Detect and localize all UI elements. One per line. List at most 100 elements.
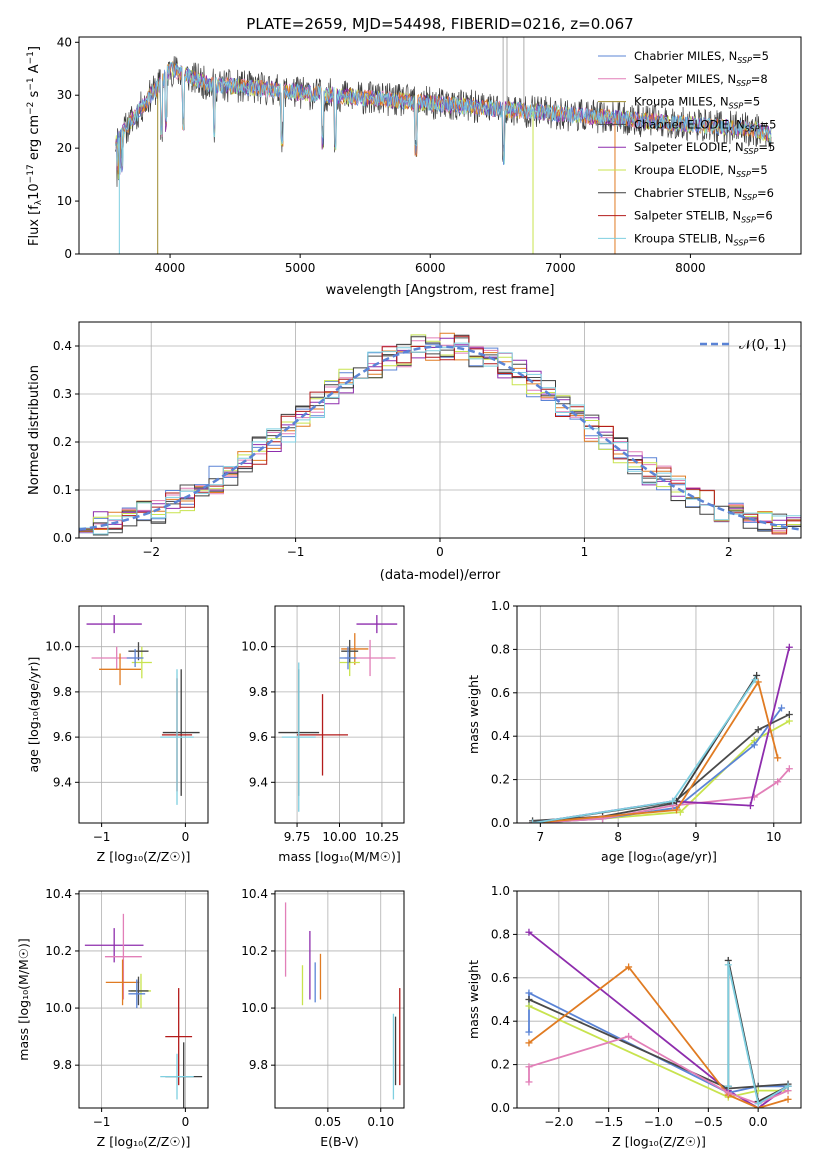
x-tick-label: 8 [614,830,622,844]
x-tick-label: 6000 [415,261,446,275]
error-cross [341,633,369,665]
error-cross [126,648,144,668]
y-tick-label: 20 [57,141,72,155]
plus-marker [525,1002,533,1010]
error-cross [160,1053,194,1100]
x-tick-label: 0 [182,830,190,844]
y-tick-label: 0.2 [53,435,72,449]
residual-histogram [79,335,801,535]
plus-marker [785,765,793,773]
error-cross [104,913,142,1000]
x-tick-label: 0 [436,545,444,559]
y-tick-label: 0.0 [491,1101,510,1115]
x-tick-label: 0.0 [749,1115,768,1129]
spectrum-model-line [115,63,772,173]
residual-histogram [79,342,801,535]
x-tick-label: 10.25 [365,830,399,844]
error-cross [297,694,348,776]
plus-marker [525,1063,533,1071]
error-cross [160,669,194,805]
y-tick-label: 0.4 [491,1014,510,1028]
error-cross [165,988,193,1086]
axes-frame [274,890,405,1109]
y-axis-label: mass weight [466,960,481,1039]
age-vs-metallicity-panel: −1 0 9.4 9.6 9.8 10.0 Z [log₁₀(Z/Z☉)] age [log₁… [26,605,209,864]
plus-marker [746,802,754,810]
y-tick-label: 10.4 [45,887,72,901]
y-tick-label: 0.2 [491,1058,510,1072]
legend-entry: Salpeter MILES, NSSP=8 [634,72,768,88]
error-cross [341,639,359,663]
plus-marker [724,1082,732,1090]
mass-vs-reddening-panel: 0.05 0.10 9.8 10.0 10.2 10.4 E(B-V) [241,887,405,1149]
plus-marker [754,1100,762,1108]
plot-area [529,643,793,823]
spectrum-axes-frame [78,36,802,255]
legend-entry: Kroupa MILES, NSSP=5 [634,95,760,111]
residuals-panel: −2 −1 0 1 2 0.0 0.1 0.2 0.3 0.4 𝒩(0, 1) (data-mo… [27,321,802,583]
x-ticks: 0.05 0.10 [315,1108,394,1129]
y-tick-label: 0.4 [491,729,510,743]
error-cross [128,979,146,1009]
legend-entry: Kroupa ELODIE, NSSP=5 [634,163,768,179]
spectrum-y-label: Flux [fλ10−17 erg cm−2 s−1 A−1] [26,46,44,246]
plus-marker [774,754,782,762]
residuals-plot-area [78,332,802,536]
mass-vs-metallicity-panel: −1 0 9.8 10.0 10.2 10.4 Z [log₁₀(Z/Z☉)] mass [l… [16,887,209,1149]
x-tick-label: 10 [766,830,781,844]
x-ticks: −2.0 −1.5 −1.0 −0.5 0.0 [544,1108,768,1129]
y-ticks: 0.0 0.2 0.4 0.6 0.8 1.0 [491,599,517,830]
spectrum-legend: Chabrier MILES, NSSP=5 Salpeter MILES, NS… [598,49,776,247]
y-tick-label: 1.0 [491,599,510,613]
error-cross [128,642,149,661]
mass-weight-line [532,768,790,823]
y-axis-label: mass [log₁₀(M/M☉)] [16,938,31,1060]
plus-marker [673,806,681,814]
plus-marker [784,1095,792,1103]
legend-entry: Chabrier ELODIE, NSSP=5 [634,117,776,133]
y-tick-label: 9.8 [249,685,268,699]
error-cross [128,976,149,1006]
x-tick-label: 0.05 [315,1115,342,1129]
x-axis-label: Z [log₁₀(Z/Z☉)] [612,1134,706,1149]
x-tick-label: −0.5 [694,1115,723,1129]
spectrum-plot-area [115,37,772,254]
plus-marker [784,1082,792,1090]
x-tick-label: 10.00 [322,830,356,844]
x-tick-label: −2 [142,545,160,559]
axes-frame [78,890,209,1109]
x-axis-label: mass [log₁₀(M/M☉)] [278,849,400,864]
y-ticks: 9.8 10.0 10.2 10.4 [45,887,79,1072]
x-tick-label: 7000 [545,261,576,275]
legend-entry: Salpeter STELIB, NSSP=6 [634,209,773,225]
x-axis-label: E(B-V) [320,1134,359,1149]
x-axis-label: age [log₁₀(age/yr)] [601,849,717,864]
x-tick-label: 2 [725,545,733,559]
x-axis-label: Z [log₁₀(Z/Z☉)] [97,849,191,864]
x-ticks: 7 8 9 10 [537,823,781,844]
residuals-legend: 𝒩(0, 1) [700,338,786,353]
x-tick-label: 0 [182,1115,190,1129]
y-tick-label: 1.0 [491,884,510,898]
y-tick-label: 40 [57,35,72,49]
plot-area [84,913,203,1108]
y-tick-label: 0.6 [491,971,510,985]
residuals-x-label: (data-model)/error [380,568,501,583]
plus-marker [754,726,762,734]
y-ticks: 9.8 10.0 10.2 10.4 [241,887,275,1072]
error-cross [105,959,140,1006]
y-axis-label: mass weight [466,675,481,754]
plus-marker [525,989,533,997]
plot-area [284,902,401,1100]
error-cross [162,669,200,796]
y-tick-label: 0.0 [491,816,510,830]
x-tick-label: 5000 [285,261,316,275]
spectrum-panel: PLATE=2659, MJD=54498, FIBERID=0216, z=0… [26,15,802,298]
y-tick-label: 0.8 [491,927,510,941]
y-tick-label: 0.0 [53,531,72,545]
plus-marker [751,676,759,684]
x-tick-label: 7 [537,830,545,844]
residuals-y-label: Normed distribution [27,365,42,495]
x-tick-label: −1 [287,545,305,559]
plus-marker [785,711,793,718]
